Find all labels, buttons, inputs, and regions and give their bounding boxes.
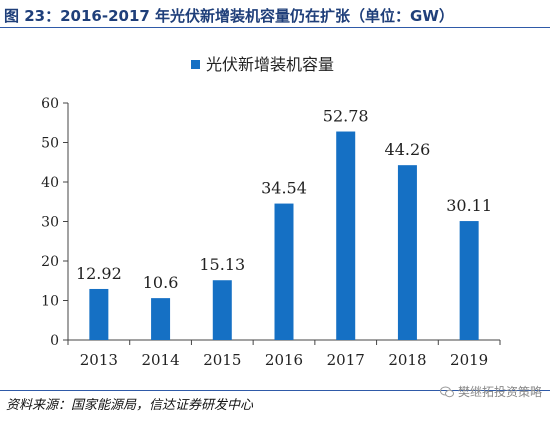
bar: [274, 203, 294, 340]
y-tick-label: 40: [41, 175, 59, 191]
data-label: 15.13: [199, 255, 245, 274]
data-label: 52.78: [323, 107, 369, 126]
y-tick-label: 60: [41, 96, 59, 112]
watermark-text: 樊继拓投资策略: [457, 385, 542, 399]
bar: [397, 165, 417, 340]
data-label: 12.92: [76, 264, 122, 283]
data-label: 30.11: [446, 196, 492, 215]
bar: [212, 280, 232, 340]
x-tick-label: 2018: [388, 351, 426, 369]
wechat-icon: [439, 386, 454, 397]
x-tick-label: 2017: [327, 351, 365, 369]
x-tick-label: 2019: [450, 351, 488, 369]
bar: [151, 298, 171, 340]
data-label: 44.26: [385, 140, 431, 159]
source-divider: [0, 390, 550, 391]
legend-label: 光伏新增装机容量: [206, 55, 334, 74]
x-tick-label: 2013: [80, 351, 118, 369]
legend-swatch: [191, 60, 200, 69]
y-tick-label: 20: [41, 254, 59, 270]
x-tick-label: 2016: [265, 351, 303, 369]
y-tick-label: 0: [50, 333, 59, 349]
bar-chart: 光伏新增装机容量 0 10 20 30 40 50 60 12.92 2013 10.6 2014 15…: [41, 55, 501, 369]
source-note: 资料来源：国家能源局，信达证券研发中心: [6, 398, 254, 413]
figure-title: 图 23：2016-2017 年光伏新增装机容量仍在扩张（单位：GW）: [4, 7, 454, 25]
watermark: 樊继拓投资策略: [439, 383, 542, 400]
bar: [336, 131, 356, 340]
x-tick-label: 2014: [141, 351, 179, 369]
data-label: 34.54: [261, 179, 307, 198]
data-label: 10.6: [143, 273, 179, 292]
bar: [89, 288, 109, 340]
y-tick-label: 10: [41, 294, 59, 310]
y-tick-label: 50: [41, 136, 59, 152]
figure-title-bar: 图 23：2016-2017 年光伏新增装机容量仍在扩张（单位：GW）: [0, 0, 550, 28]
y-tick-label: 30: [41, 215, 59, 231]
bar: [459, 221, 479, 340]
x-tick-label: 2015: [203, 351, 241, 369]
